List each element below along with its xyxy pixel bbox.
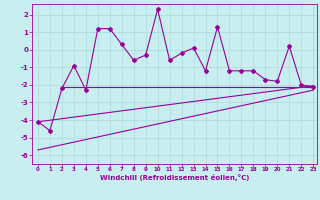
X-axis label: Windchill (Refroidissement éolien,°C): Windchill (Refroidissement éolien,°C) — [100, 174, 249, 181]
